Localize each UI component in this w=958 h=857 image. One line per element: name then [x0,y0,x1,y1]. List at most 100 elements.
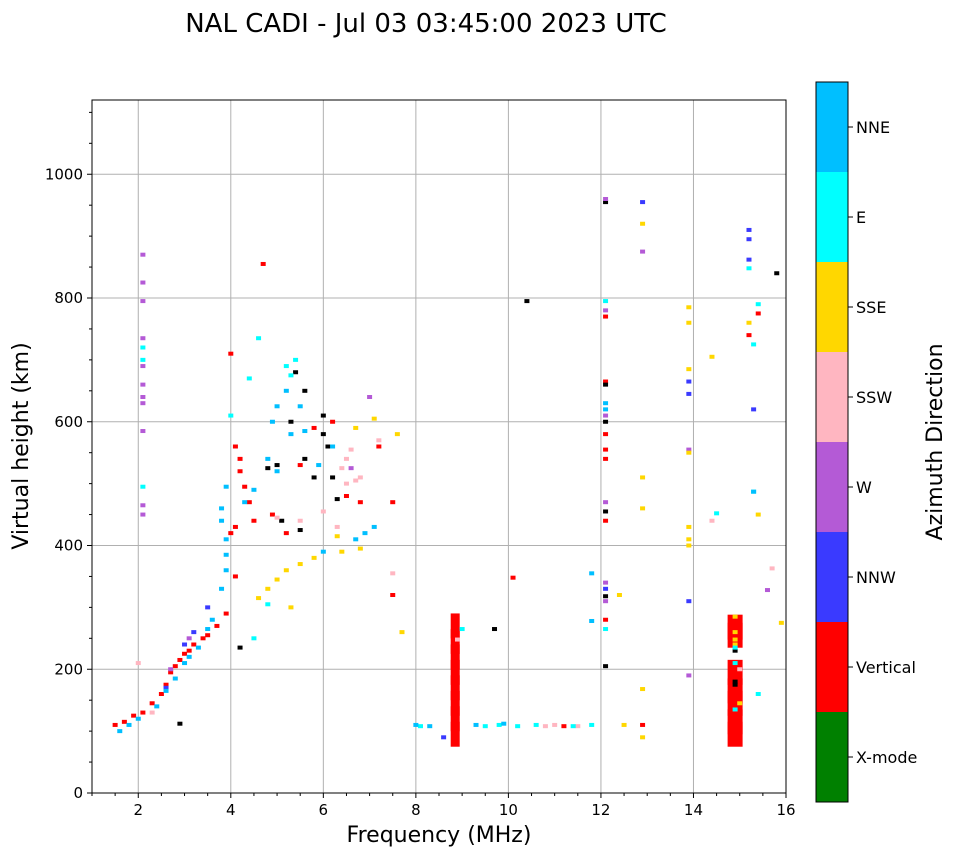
data-point-e [570,724,576,729]
data-point-w [140,395,146,399]
data-point-w [140,429,146,434]
data-point-e [714,511,720,516]
data-point-nne [473,722,479,727]
data-point-w [686,447,692,452]
data-point-x-mode [274,463,280,468]
data-point-e [246,376,252,381]
data-point-vertical [640,722,646,727]
data-point-sse [334,534,340,539]
data-point-ssw [737,667,743,672]
colorbar-tick-label: E [856,208,866,227]
data-point-x-mode [302,388,308,393]
colorbar-tick-label: X-mode [856,748,917,767]
data-point-nne [589,618,595,623]
x-tick-label: 16 [776,801,795,819]
data-point-vertical [603,456,609,461]
data-point-w [140,512,146,517]
data-point-sse [616,593,622,597]
data-point-e [288,373,294,378]
data-point-vertical [163,682,169,687]
colorbar-tick-label: NNW [856,568,896,587]
data-point-vertical [228,531,234,536]
data-point-x-mode [603,382,609,387]
data-point-nne [589,571,595,576]
data-point-nne [223,537,229,542]
data-point-sse [621,722,627,727]
data-point-vertical [746,333,752,338]
data-point-w [603,500,609,505]
data-point-sse [357,546,363,551]
colorbar-tick-label: W [856,478,872,497]
data-point-nne [126,722,132,727]
y-axis-ticks: 0 200 400 600 800 1000 [45,111,92,802]
data-point-nne [274,469,280,474]
data-point-e [732,707,738,712]
data-point-nne [135,716,141,721]
data-point-vertical [186,648,192,653]
data-point-sse [686,537,692,542]
data-point-w [140,382,146,387]
data-point-sse [778,620,784,625]
data-point-vertical-bar [727,659,743,685]
data-point-x-mode [492,627,498,632]
data-point-nne [186,654,192,659]
chart-title: NAL CADI - Jul 03 03:45:00 2023 UTC [185,9,667,39]
data-point-vertical [172,664,178,669]
data-point-sse [686,450,692,455]
data-point-nne [223,484,229,489]
data-point-nne [223,568,229,573]
data-point-nne [362,531,368,536]
data-point-sse [311,555,317,560]
data-point-nne [117,729,123,734]
data-point-x-mode [293,370,299,375]
data-point-x-mode [603,200,609,205]
data-point-sse [371,416,377,421]
data-point-vertical [158,692,164,696]
data-point-x-mode [320,413,326,418]
data-point-nne [316,463,322,468]
data-point-x-mode [320,432,326,437]
data-point-vertical-bar [450,706,460,732]
data-point-vertical-bar [450,675,460,701]
y-tick-label: 1000 [45,165,83,183]
data-point-sse [256,596,262,601]
data-point-sse [737,701,743,706]
data-point-e [755,692,761,696]
data-point-w [686,673,692,678]
data-point-x-mode [302,456,308,461]
data-point-ssw [320,509,326,514]
data-point-nne [251,487,257,492]
data-point-nne [274,404,280,409]
data-point-w [603,197,609,201]
colorbar-tick-label: SSE [856,298,886,317]
data-point-e [459,627,465,632]
data-point-x-mode [732,679,738,684]
data-point-x-mode [603,509,609,514]
colorbar-tick-label: SSW [856,388,892,407]
data-point-w [140,401,146,406]
data-point-vertical-bar [450,644,460,670]
data-point-nnw [746,237,752,242]
data-point-e [751,342,757,347]
data-point-nnw [746,227,752,232]
data-point-nne [269,419,275,424]
grid [92,100,787,794]
data-point-nne [603,407,609,412]
data-point-ssw [455,637,461,642]
data-point-e [603,299,609,304]
data-point-nne [219,586,225,591]
data-point-sse [283,568,289,573]
data-point-w [640,249,646,254]
colorbar-segment-e [816,172,848,262]
data-point-e [732,661,738,666]
data-point-nnw [191,630,197,635]
data-point-nne [353,537,359,542]
data-point-vertical [376,444,382,449]
data-point-nne [209,617,215,622]
data-point-sse [640,475,646,480]
data-point-vertical [603,379,609,384]
data-point-ssw [376,438,382,443]
data-point-ssw [709,518,715,523]
data-point-vertical [755,311,761,316]
data-point-sse [640,221,646,226]
